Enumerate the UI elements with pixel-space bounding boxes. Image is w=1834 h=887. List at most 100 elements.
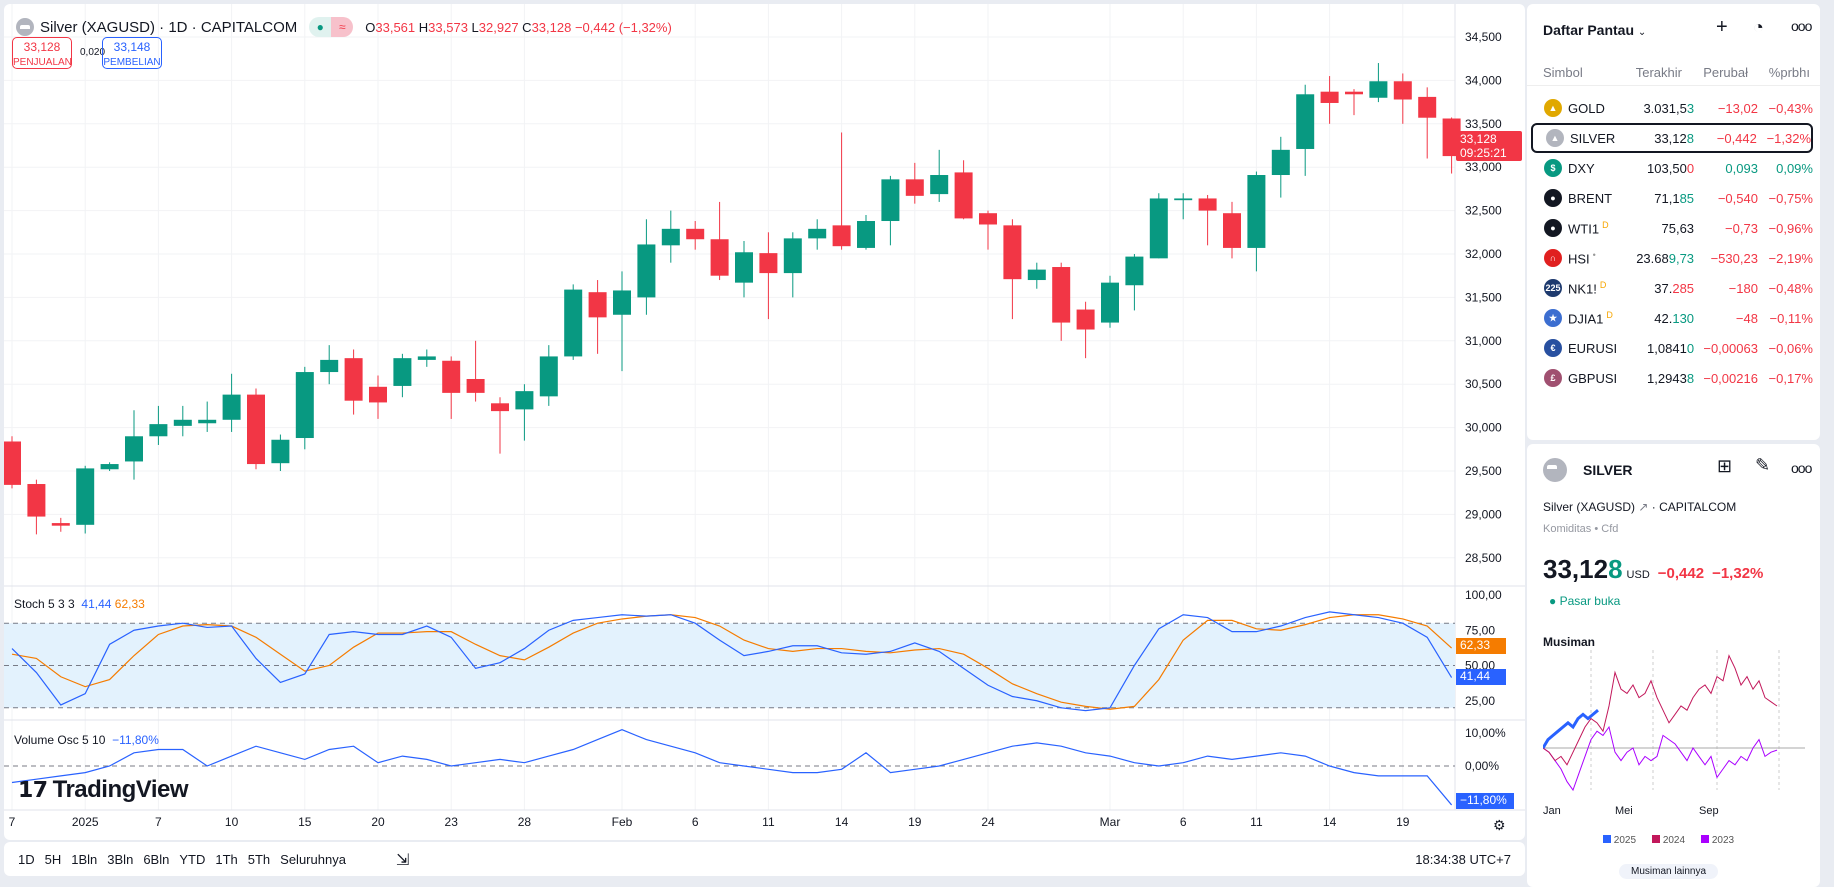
range-button[interactable]: 3Bln [107,852,134,867]
details-symbol[interactable]: SILVER [1583,462,1633,478]
symbol: BRENT [1568,190,1613,206]
seasonal-line-2024 [1543,654,1778,766]
range-button[interactable]: 5H [44,852,62,867]
change-pct: −0,48% [1768,280,1813,296]
range-button[interactable]: 1Th [215,852,238,867]
candle-down [1418,96,1437,118]
range-button[interactable]: Seluruhnya [280,852,346,867]
watchlist-row[interactable]: ▲ SILVER 33,128 −0,442 −1,32% [1531,123,1813,153]
range-button[interactable]: 1Bln [71,852,98,867]
watchlist-row[interactable]: ● BRENT 71,185 −0,540 −0,75% [1531,183,1813,213]
silver-icon [1543,458,1567,482]
range-button[interactable]: 6Bln [143,852,170,867]
more-icon[interactable]: ooo [1791,460,1812,476]
oil-drop-icon: ● [1544,189,1562,207]
change: −0,442 [1716,130,1757,146]
candle-up [76,468,95,525]
range-button[interactable]: 1D [18,852,35,867]
range-button[interactable]: 5Th [247,852,271,867]
watchlist-row[interactable]: € EURUSI 1,08410 −0,00063 −0,06% [1531,333,1813,363]
volosc-line [11,729,1453,806]
goto-date-icon[interactable]: ⇲ [396,852,410,869]
watchlist-row[interactable]: ★ DJIA1 D 42.130 −48 −0,11% [1531,303,1813,333]
change-pct: −0,96% [1768,220,1813,236]
seasonal-line-2023 [1543,725,1778,792]
market-open-dot-icon: ● [309,17,332,37]
symbol-details-panel: SILVER ⊞ ✎ ooo Silver (XAGUSD) ↗ · CAPIT… [1527,444,1820,887]
symbol: NK1! [1568,281,1597,297]
chart-canvas[interactable]: 34,500 34,000 33,500 33,000 32,500 32,000 31,5… [4,4,1525,840]
edit-icon[interactable]: ✎ [1755,455,1771,475]
time-tick: 6 [692,815,699,829]
symbol: DJIA1 [1568,311,1604,327]
dollar-icon: $ [1544,159,1562,177]
watchlist-title[interactable]: Daftar Pantau ⌄ [1543,22,1647,38]
hsi-icon: ∩ [1544,249,1562,267]
watchlist-row[interactable]: $ DXY 103,500 0,093 0,09% [1531,153,1813,183]
last-price: 71,185 [1654,190,1695,206]
candle-up [857,221,875,248]
candle-down [27,484,46,517]
candle-down [442,360,461,393]
change: −180 [1728,280,1758,296]
more-seasonals-button[interactable]: Musiman lainnya [1619,864,1719,879]
price-tick: 32,000 [1465,247,1502,261]
candle-down [832,225,851,247]
more-icon[interactable]: ooo [1791,18,1812,34]
candle-down [51,523,70,526]
seasonal-chart[interactable] [1543,650,1813,800]
chevron-down-icon: ⌄ [1637,27,1647,38]
symbol-title[interactable]: Silver (XAGUSD) · 1D · CAPITALCOM [40,18,298,36]
candle-up [930,175,949,195]
seasonal-title[interactable]: Musiman [1543,635,1596,649]
time-tick: Feb [612,815,633,829]
clock[interactable]: 18:34:38 UTC+7 [1415,852,1511,867]
pie-chart-icon[interactable]: ◔ [1753,17,1764,37]
oil-drop-icon: ● [1544,219,1562,237]
stoch-d-label: 62,33 [1456,638,1506,654]
axis-settings-icon[interactable]: ⚙ [1493,817,1506,833]
time-tick: 23 [445,815,459,829]
time-tick: 6 [1180,815,1187,829]
range-button[interactable]: YTD [179,852,206,867]
badge: • [1592,249,1596,260]
stoch-legend[interactable]: Stoch 5 3 3 41,44 62,33 [14,597,145,611]
candle-down [905,179,924,196]
legend-item-2025[interactable]: 2025 [1603,835,1636,846]
candle-down [686,228,705,240]
legend-item-2023[interactable]: 2023 [1701,835,1734,846]
candle-down [247,394,265,465]
watchlist-row[interactable]: ∩ HSI • 23.689,73 −530,23 −2,19% [1531,243,1813,273]
watchlist-row[interactable]: ● WTI1 D 75,63 −0,73 −0,96% [1531,213,1813,243]
stoch-k-label: 41,44 [1456,669,1506,685]
candle-down [1076,309,1095,330]
candle-down [466,378,485,393]
stoch-tick: 75,00 [1465,623,1495,637]
candle-up [295,372,314,439]
symbol: EURUSI [1568,340,1618,356]
market-status-pill[interactable]: ● ≈ [309,17,354,37]
last-price: 37.285 [1654,280,1695,296]
time-tick: 19 [908,815,922,829]
spread-value: 0,020 [80,47,106,58]
candle-up [783,238,802,274]
sell-button[interactable]: 33,128 PENJUALAN [12,37,72,69]
ohlc-values: O33,561 H33,573 L32,927 C33,128 −0,442 (… [365,19,672,35]
stoch-tick: 25,00 [1465,694,1495,708]
tradingview-logo[interactable]: 𝟭𝟳 TradingView [18,776,189,803]
candle-up [149,424,168,437]
buy-button[interactable]: 33,148 PEMBELIAN [102,37,162,69]
candle-down [1223,213,1241,248]
time-tick: 7 [155,815,162,829]
grid-icon[interactable]: ⊞ [1717,456,1733,476]
watchlist-row[interactable]: 225 NK1! D 37.285 −180 −0,48% [1531,273,1813,303]
chart-pane[interactable]: 34,500 34,000 33,500 33,000 32,500 32,000 31,5… [4,4,1525,840]
add-symbol-icon[interactable]: + [1716,16,1728,38]
watchlist-row[interactable]: ▲ GOLD 3.031,53 −13,02 −0,43% [1531,93,1813,123]
watchlist-row[interactable]: £ GBPUSI 1,29438 −0,00216 −0,17% [1531,363,1813,393]
legend-item-2024[interactable]: 2024 [1652,835,1685,846]
volume-osc-legend[interactable]: Volume Osc 5 10 −11,80% [14,733,159,747]
seasonal-legend: 2025 2024 2023 [1603,835,1734,846]
price-tick: 34,500 [1465,30,1502,44]
candle-down [588,292,607,318]
